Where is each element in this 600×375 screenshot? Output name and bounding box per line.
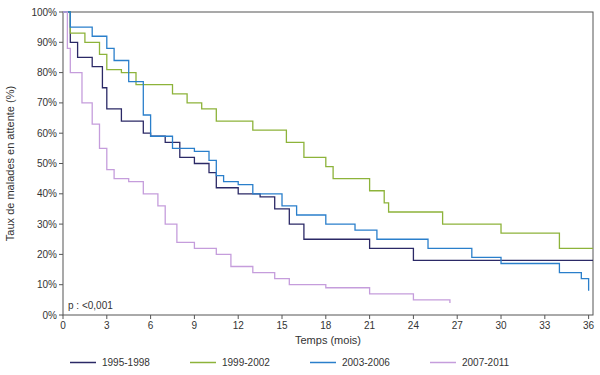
x-tick-label: 15 [276,320,288,331]
x-tick [282,315,283,319]
y-tick-label: 80% [37,67,57,78]
survival-line [63,12,593,248]
x-tick-label: 0 [60,320,66,331]
legend-label: 1995-1998 [102,357,150,368]
x-tick [63,315,64,319]
legend-label: 2003-2006 [342,357,390,368]
y-tick [59,12,63,13]
x-tick-label: 24 [408,320,420,331]
x-tick [413,315,414,319]
survival-line [63,12,450,303]
plot-frame [63,12,593,315]
x-tick [457,315,458,319]
legend-swatch [310,362,336,364]
x-axis-title: Temps (mois) [295,334,361,346]
x-tick [194,315,195,319]
y-tick [59,254,63,255]
y-axis-title: Taux de malades en attente (%) [4,86,16,241]
x-tick [544,315,545,319]
y-tick [59,72,63,73]
x-tick [238,315,239,319]
y-tick-label: 20% [37,249,57,260]
x-tick-label: 6 [148,320,154,331]
x-tick [501,315,502,319]
x-tick [150,315,151,319]
y-tick [59,163,63,164]
y-tick-label: 100% [31,7,57,18]
y-tick [59,284,63,285]
x-tick-label: 30 [495,320,507,331]
y-tick [59,42,63,43]
x-tick-label: 21 [364,320,376,331]
y-tick-label: 40% [37,188,57,199]
legend-swatch [70,362,96,364]
annotation: p : <0,001 [68,300,113,311]
survival-line [63,12,589,291]
x-tick [325,315,326,319]
x-tick-label: 27 [452,320,464,331]
x-tick-label: 12 [233,320,245,331]
x-tick-label: 36 [583,320,595,331]
x-tick-label: 18 [320,320,332,331]
y-tick-label: 70% [37,97,57,108]
legend-swatch [190,362,216,364]
x-tick [588,315,589,319]
x-tick-label: 3 [104,320,110,331]
y-tick [59,133,63,134]
x-tick-label: 9 [192,320,198,331]
y-tick [59,193,63,194]
y-tick [59,102,63,103]
y-tick [59,224,63,225]
y-tick-label: 60% [37,128,57,139]
x-tick [106,315,107,319]
series-group [63,12,593,303]
legend-swatch [430,362,456,364]
x-tick [369,315,370,319]
x-tick-label: 33 [539,320,551,331]
chart: 0%10%20%30%40%50%60%70%80%90%100%0369121… [0,0,600,375]
legend-label: 1999-2002 [222,357,270,368]
y-tick-label: 30% [37,219,57,230]
y-tick-label: 0% [43,310,58,321]
y-tick-label: 10% [37,279,57,290]
y-tick-label: 90% [37,37,57,48]
legend-label: 2007-2011 [462,357,510,368]
y-tick-label: 50% [37,158,57,169]
legend: 1995-1998 1999-2002 2003-2006 2007-2011 [70,357,510,368]
survival-line [63,12,593,260]
y-tick [59,315,63,316]
